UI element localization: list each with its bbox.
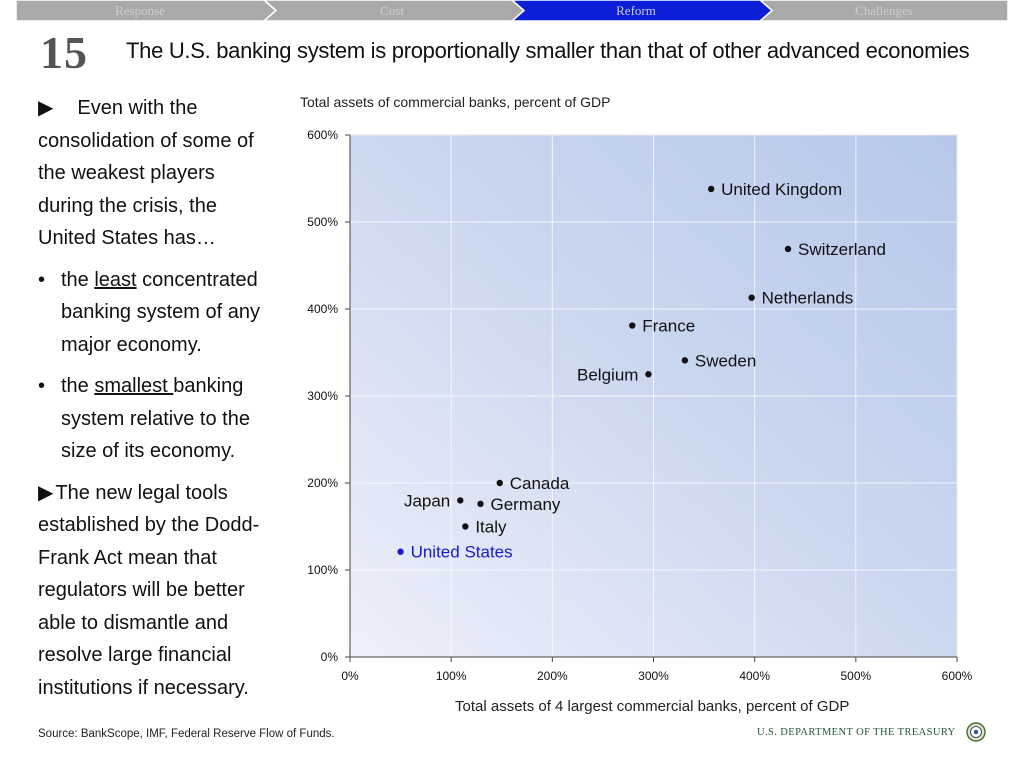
gridlines: [350, 134, 958, 657]
x-tick-label: 0%: [341, 669, 359, 683]
x-tick-label: 600%: [942, 669, 973, 683]
point-canada: [496, 479, 503, 487]
x-tick-label: 100%: [436, 669, 467, 683]
nav-arrow-1: [262, 0, 526, 21]
point-label-netherlands: Netherlands: [762, 289, 854, 308]
section-nav: Response Cost Reform Challenges: [16, 0, 1008, 21]
y-tick-label: 600%: [307, 128, 338, 142]
point-sweden: [681, 357, 689, 364]
point-japan: [457, 497, 464, 504]
treasury-seal-icon: [966, 722, 986, 742]
slide-title: The U.S. banking system is proportionall…: [126, 38, 970, 63]
sub-bullet-1: • the least concentrated banking system o…: [38, 264, 270, 362]
nav-arrows: [16, 0, 1008, 21]
agency-name: U.S. DEPARTMENT OF THE TREASURY: [757, 727, 956, 738]
axes: [345, 134, 958, 662]
sub-bullet-2: • the smallest banking system relative to…: [38, 370, 270, 468]
y-tick-label: 500%: [307, 215, 338, 229]
point-netherlands: [748, 294, 755, 301]
point-italy: [462, 523, 469, 530]
y-tick-label: 0%: [321, 650, 339, 664]
y-tick-label: 400%: [307, 302, 338, 316]
point-france: [629, 322, 636, 329]
point-label-canada: Canada: [510, 474, 570, 493]
point-label-italy: Italy: [475, 518, 507, 537]
point-united-kingdom: [707, 185, 715, 193]
tab-response[interactable]: Response: [115, 3, 165, 18]
y-tick-label: 100%: [307, 563, 338, 577]
point-united-states: [397, 548, 404, 555]
triangle-bullet-icon: ▶: [38, 481, 54, 504]
intro-text: Even with the consolidation of some of t…: [38, 97, 254, 249]
y-tick-label: 300%: [307, 389, 338, 403]
chart-y-title: Total assets of commercial banks, percen…: [300, 94, 611, 110]
x-tick-label: 300%: [638, 669, 669, 683]
source-note: Source: BankScope, IMF, Federal Reserve …: [38, 728, 335, 740]
scatter-chart: 0% 100% 200% 300% 400% 500% 600% 0% 100% 200% 300%…: [307, 128, 972, 683]
point-label-japan: Japan: [404, 491, 450, 510]
round-bullet-icon: •: [38, 268, 46, 291]
point-label-united-kingdom: United Kingdom: [721, 180, 842, 199]
tab-reform[interactable]: Reform: [616, 3, 656, 18]
closing-text: The new legal tools established by the D…: [38, 481, 260, 699]
triangle-bullet-icon: ▶: [38, 97, 54, 119]
point-label-sweden: Sweden: [695, 351, 756, 370]
nav-arrow-2: [510, 0, 774, 21]
x-tick-label: 400%: [739, 669, 770, 683]
closing-paragraph: ▶ The new legal tools established by the …: [38, 477, 270, 705]
tick-labels: 0% 100% 200% 300% 400% 500% 600% 0% 100% 200% 300%…: [307, 128, 972, 683]
point-label-belgium: Belgium: [577, 365, 638, 384]
point-label-germany: Germany: [491, 495, 561, 514]
x-tick-label: 500%: [840, 669, 871, 683]
bullet-text: ▶ Even with the consolidation of some of …: [38, 92, 270, 704]
point-germany: [477, 500, 484, 508]
intro-paragraph: ▶ Even with the consolidation of some of …: [38, 92, 270, 255]
point-belgium: [645, 371, 652, 378]
data-points: United Kingdom Switzerland Netherlands Fran…: [397, 180, 886, 562]
round-bullet-icon: •: [38, 375, 46, 397]
tab-cost[interactable]: Cost: [380, 3, 404, 18]
y-tick-label: 200%: [307, 476, 338, 490]
slide-number: 15: [40, 27, 88, 78]
point-label-united-states: United States: [411, 543, 513, 562]
point-switzerland: [784, 245, 792, 253]
x-axis-title: Total assets of 4 largest commercial ban…: [455, 698, 850, 715]
tab-challenges[interactable]: Challenges: [855, 3, 913, 18]
point-label-switzerland: Switzerland: [798, 240, 886, 259]
point-label-france: France: [642, 317, 695, 336]
x-tick-label: 200%: [537, 669, 568, 683]
